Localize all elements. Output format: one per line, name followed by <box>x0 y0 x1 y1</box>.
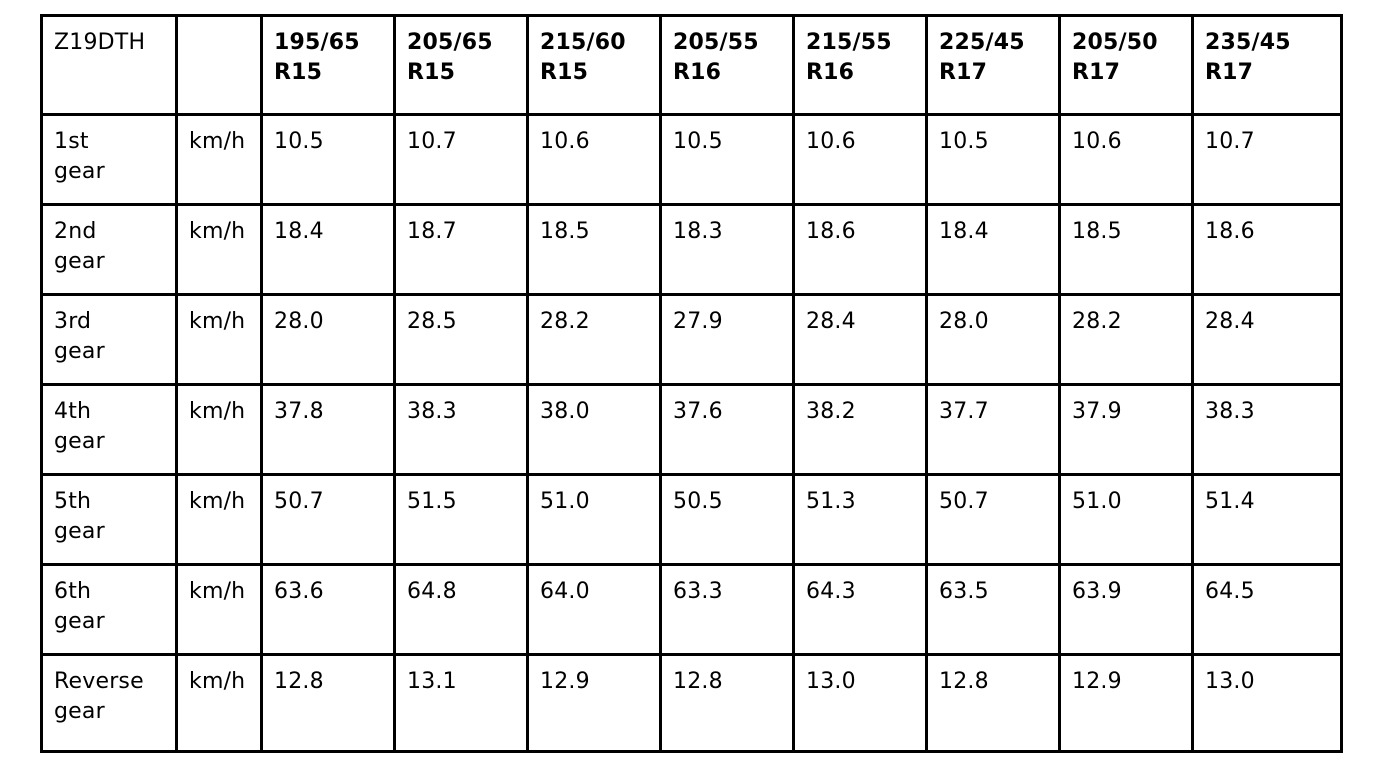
speed-value-cell: 18.5 <box>1058 203 1194 296</box>
speed-value-cell: 63.5 <box>925 563 1061 656</box>
speed-value-cell: 13.0 <box>792 653 928 753</box>
speed-value-cell: 18.6 <box>1191 203 1343 296</box>
speed-value-cell: 12.8 <box>260 653 396 753</box>
speed-value-cell: 51.5 <box>393 473 529 566</box>
speed-value-cell: 50.5 <box>659 473 795 566</box>
speed-value-cell: 12.9 <box>1058 653 1194 753</box>
speed-value-cell: 10.6 <box>792 113 928 206</box>
gear-label-cell: 6th gear <box>40 563 178 656</box>
speed-value-cell: 18.7 <box>393 203 529 296</box>
speed-value-cell: 51.4 <box>1191 473 1343 566</box>
speed-value-cell: 28.0 <box>925 293 1061 386</box>
speed-value-cell: 37.9 <box>1058 383 1194 476</box>
speed-value-cell: 18.4 <box>260 203 396 296</box>
unit-cell: km/h <box>175 113 263 206</box>
gear-label: 1st gear <box>54 129 105 184</box>
blank-header-cell <box>175 14 263 116</box>
speed-value-cell: 10.5 <box>925 113 1061 206</box>
speed-value-cell: 28.5 <box>393 293 529 386</box>
gear-label: 6th gear <box>54 579 105 634</box>
table-row-3rd-gear: 3rd gear km/h 28.0 28.5 28.2 27.9 28.4 2… <box>40 293 1343 386</box>
table-row-1st-gear: 1st gear km/h 10.5 10.7 10.6 10.5 10.6 1… <box>40 113 1343 206</box>
speed-value-cell: 50.7 <box>925 473 1061 566</box>
speed-value-cell: 51.0 <box>526 473 662 566</box>
speed-value-cell: 63.9 <box>1058 563 1194 656</box>
speed-value-cell: 13.1 <box>393 653 529 753</box>
speed-value-cell: 38.3 <box>393 383 529 476</box>
speed-value-cell: 10.6 <box>526 113 662 206</box>
tire-column-header: 195/65 R15 <box>260 14 396 116</box>
gear-label-cell: 4th gear <box>40 383 178 476</box>
speed-value-cell: 37.8 <box>260 383 396 476</box>
speed-value-cell: 64.5 <box>1191 563 1343 656</box>
unit-cell: km/h <box>175 383 263 476</box>
unit-cell: km/h <box>175 653 263 753</box>
tire-column-header: 215/55 R16 <box>792 14 928 116</box>
speed-value-cell: 27.9 <box>659 293 795 386</box>
gear-label: Reverse gear <box>54 669 144 724</box>
speed-value-cell: 63.3 <box>659 563 795 656</box>
table-row-6th-gear: 6th gear km/h 63.6 64.8 64.0 63.3 64.3 6… <box>40 563 1343 656</box>
speed-value-cell: 64.3 <box>792 563 928 656</box>
speed-value-cell: 18.5 <box>526 203 662 296</box>
tire-column-header: 205/50 R17 <box>1058 14 1194 116</box>
header-row: Z19DTH 195/65 R15 205/65 R15 215/60 R15 … <box>40 14 1343 116</box>
unit-cell: km/h <box>175 563 263 656</box>
gear-label: 5th gear <box>54 489 105 544</box>
speed-value-cell: 10.7 <box>1191 113 1343 206</box>
tire-column-header: 205/55 R16 <box>659 14 795 116</box>
speed-value-cell: 63.6 <box>260 563 396 656</box>
speed-value-cell: 12.8 <box>925 653 1061 753</box>
speed-value-cell: 28.4 <box>792 293 928 386</box>
speed-value-cell: 13.0 <box>1191 653 1343 753</box>
engine-code-cell: Z19DTH <box>40 14 178 116</box>
speed-value-cell: 12.8 <box>659 653 795 753</box>
speed-value-cell: 18.3 <box>659 203 795 296</box>
unit-cell: km/h <box>175 293 263 386</box>
speed-value-cell: 50.7 <box>260 473 396 566</box>
table-row-5th-gear: 5th gear km/h 50.7 51.5 51.0 50.5 51.3 5… <box>40 473 1343 566</box>
speed-value-cell: 10.7 <box>393 113 529 206</box>
speed-value-cell: 12.9 <box>526 653 662 753</box>
speed-value-cell: 18.4 <box>925 203 1061 296</box>
tire-column-header: 225/45 R17 <box>925 14 1061 116</box>
speed-value-cell: 10.6 <box>1058 113 1194 206</box>
gear-speed-table: Z19DTH 195/65 R15 205/65 R15 215/60 R15 … <box>40 14 1343 753</box>
speed-value-cell: 51.3 <box>792 473 928 566</box>
table-row-2nd-gear: 2nd gear km/h 18.4 18.7 18.5 18.3 18.6 1… <box>40 203 1343 296</box>
speed-value-cell: 10.5 <box>659 113 795 206</box>
speed-value-cell: 37.7 <box>925 383 1061 476</box>
speed-value-cell: 64.0 <box>526 563 662 656</box>
tire-column-header: 235/45 R17 <box>1191 14 1343 116</box>
gear-label-cell: Reverse gear <box>40 653 178 753</box>
gear-label-cell: 3rd gear <box>40 293 178 386</box>
gear-label: 4th gear <box>54 399 105 454</box>
tire-column-header: 215/60 R15 <box>526 14 662 116</box>
speed-value-cell: 64.8 <box>393 563 529 656</box>
gear-label: 2nd gear <box>54 219 105 274</box>
speed-value-cell: 28.2 <box>1058 293 1194 386</box>
tire-column-header: 205/65 R15 <box>393 14 529 116</box>
speed-value-cell: 10.5 <box>260 113 396 206</box>
speed-value-cell: 38.2 <box>792 383 928 476</box>
speed-value-cell: 28.2 <box>526 293 662 386</box>
speed-value-cell: 51.0 <box>1058 473 1194 566</box>
gear-label-cell: 1st gear <box>40 113 178 206</box>
table-row-reverse-gear: Reverse gear km/h 12.8 13.1 12.9 12.8 13… <box>40 653 1343 753</box>
gear-label-cell: 2nd gear <box>40 203 178 296</box>
gear-label: 3rd gear <box>54 309 105 364</box>
unit-cell: km/h <box>175 203 263 296</box>
unit-cell: km/h <box>175 473 263 566</box>
speed-value-cell: 18.6 <box>792 203 928 296</box>
speed-value-cell: 28.4 <box>1191 293 1343 386</box>
speed-value-cell: 38.3 <box>1191 383 1343 476</box>
table-row-4th-gear: 4th gear km/h 37.8 38.3 38.0 37.6 38.2 3… <box>40 383 1343 476</box>
speed-value-cell: 37.6 <box>659 383 795 476</box>
gear-label-cell: 5th gear <box>40 473 178 566</box>
speed-value-cell: 38.0 <box>526 383 662 476</box>
speed-value-cell: 28.0 <box>260 293 396 386</box>
